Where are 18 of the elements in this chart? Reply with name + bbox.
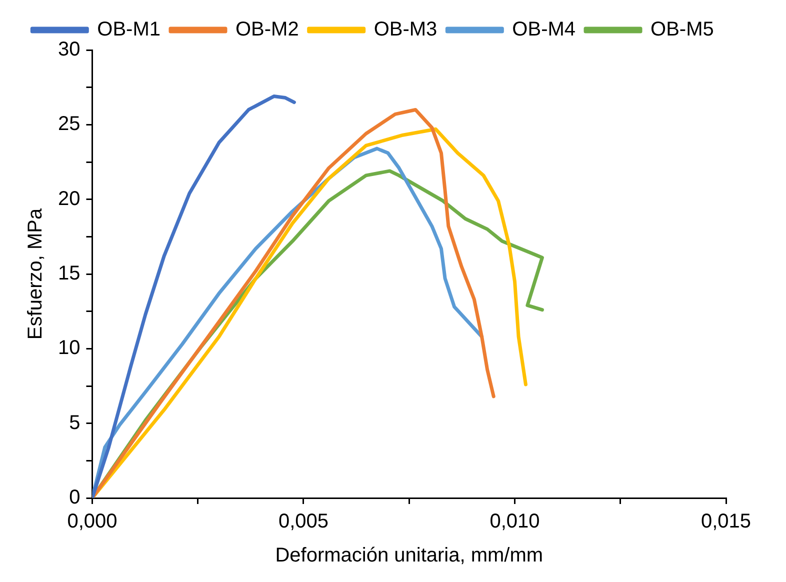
y-tick-label: 0 (69, 486, 80, 509)
legend-label: OB-M3 (374, 18, 438, 41)
legend-label: OB-M5 (650, 18, 714, 41)
x-tick-label: 0,000 (67, 510, 118, 533)
y-tick-label: 15 (58, 262, 80, 285)
y-tick-label: 10 (58, 337, 80, 360)
x-tick-label: 0,015 (700, 510, 752, 533)
legend-label: OB-M1 (97, 18, 160, 41)
x-axis-title: Deformación unitaria, mm/mm (275, 544, 544, 567)
y-axis-title: Esfuerzo, MPa (24, 208, 47, 340)
y-tick-label: 20 (58, 188, 80, 210)
x-tick-label: 0,005 (278, 510, 329, 533)
y-tick-label: 30 (58, 38, 80, 61)
legend-label: OB-M2 (235, 18, 299, 41)
y-tick-label: 25 (58, 113, 80, 136)
legend-label: OB-M4 (512, 18, 576, 41)
x-tick-label: 0,010 (490, 510, 540, 533)
y-tick-label: 5 (69, 412, 80, 434)
